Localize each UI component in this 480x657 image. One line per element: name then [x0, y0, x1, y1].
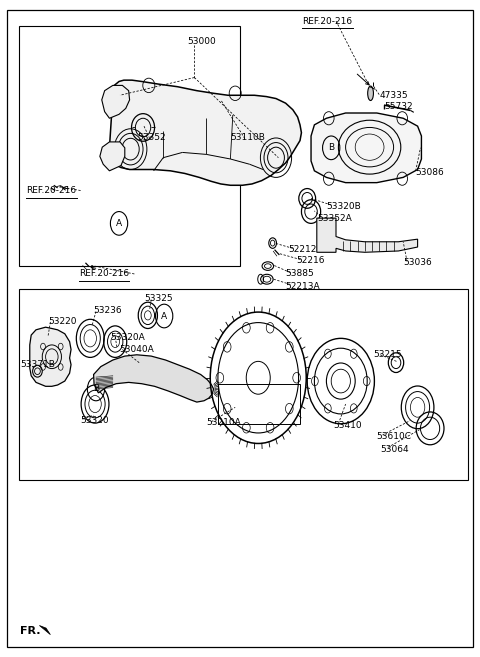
Polygon shape [317, 218, 418, 252]
Text: 52213A: 52213A [286, 282, 320, 291]
Text: 52212: 52212 [288, 245, 316, 254]
Polygon shape [311, 113, 421, 183]
Bar [19, 289, 468, 480]
Text: 53036: 53036 [403, 258, 432, 267]
Polygon shape [39, 625, 50, 635]
Polygon shape [94, 355, 214, 402]
Bar [19, 26, 240, 266]
Text: FR.: FR. [20, 625, 41, 636]
Text: 53320: 53320 [81, 416, 109, 425]
Polygon shape [102, 85, 130, 118]
Text: 53210A: 53210A [206, 418, 241, 427]
Bar [218, 384, 300, 424]
Text: REF.20-216: REF.20-216 [79, 269, 129, 279]
Text: B: B [93, 384, 99, 394]
Polygon shape [100, 142, 125, 171]
Text: 53352: 53352 [137, 133, 166, 143]
Text: 53064: 53064 [381, 445, 409, 454]
Polygon shape [30, 327, 71, 386]
Text: A: A [161, 311, 167, 321]
Text: 52216: 52216 [297, 256, 325, 265]
Ellipse shape [368, 86, 373, 101]
Text: 53236: 53236 [94, 306, 122, 315]
Text: A: A [116, 219, 122, 228]
Text: 53410: 53410 [334, 421, 362, 430]
Text: 53885: 53885 [286, 269, 314, 279]
Text: 53000: 53000 [187, 37, 216, 46]
Text: 53086: 53086 [415, 168, 444, 177]
Text: REF.20-216: REF.20-216 [302, 16, 352, 26]
Text: 53040A: 53040A [119, 345, 154, 354]
Text: B: B [328, 143, 334, 152]
Text: 53325: 53325 [144, 294, 173, 304]
Text: 53320B: 53320B [326, 202, 361, 211]
Text: 53110B: 53110B [230, 133, 265, 143]
Text: 47335: 47335 [379, 91, 408, 100]
Text: 53610C: 53610C [376, 432, 411, 442]
Text: 53371B: 53371B [20, 360, 55, 369]
Text: 53320A: 53320A [110, 332, 145, 342]
Text: 53352A: 53352A [317, 214, 351, 223]
Text: REF.20-216: REF.20-216 [26, 186, 76, 195]
Text: 53220: 53220 [48, 317, 76, 327]
Polygon shape [109, 80, 301, 185]
Text: 53215: 53215 [373, 350, 402, 359]
Text: 55732: 55732 [384, 102, 413, 111]
